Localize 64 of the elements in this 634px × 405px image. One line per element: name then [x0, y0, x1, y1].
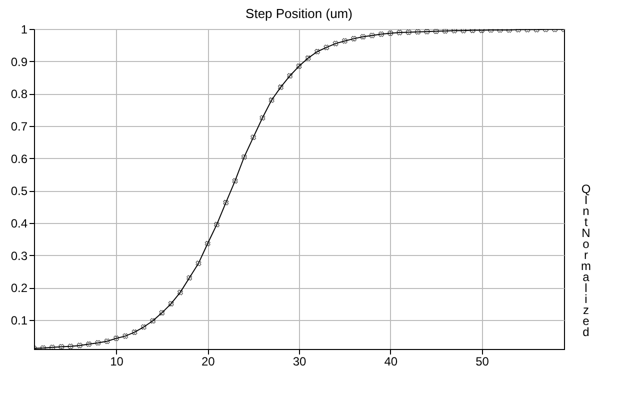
point: [76, 342, 82, 348]
point: [68, 344, 74, 349]
chart-title: Step Position (um): [246, 6, 352, 21]
point: [324, 44, 330, 50]
point: [186, 275, 192, 281]
point: [223, 200, 229, 206]
y-tick-label: 0.4: [10, 216, 28, 230]
point: [58, 344, 64, 349]
x-tick-label: 20: [201, 354, 216, 368]
point: [159, 310, 165, 316]
y-tick-label: 0.1: [10, 313, 28, 328]
point: [305, 55, 311, 61]
y-tick-label: 0.9: [10, 54, 28, 69]
point: [104, 338, 110, 344]
y-tick-label: 0.3: [10, 248, 28, 263]
point: [388, 30, 394, 36]
point: [168, 300, 174, 307]
point: [232, 178, 238, 184]
point: [442, 29, 448, 34]
point: [415, 29, 421, 35]
point: [241, 154, 247, 160]
point: [150, 318, 156, 324]
point: [378, 31, 384, 37]
point: [250, 134, 256, 140]
text: QInt Normalized: [581, 182, 591, 339]
point: [296, 63, 302, 69]
point: [452, 29, 458, 34]
x-tick-label: 40: [384, 354, 398, 368]
point: [314, 48, 320, 54]
point: [369, 32, 375, 38]
y-tick-label: 0.5: [10, 184, 28, 198]
point: [196, 260, 202, 266]
point: [424, 29, 430, 34]
point: [204, 240, 210, 246]
point: [351, 36, 357, 42]
point: [260, 115, 266, 121]
point: [214, 222, 220, 228]
point: [122, 333, 128, 339]
point: [140, 324, 146, 330]
y-tick-label: 1: [20, 22, 28, 36]
x-tick-label: 50: [476, 354, 490, 368]
point: [95, 340, 101, 346]
y-tick-label: 0.8: [10, 87, 28, 102]
point: [86, 341, 92, 347]
point: [396, 30, 402, 36]
point: [342, 38, 348, 44]
x-tick-label: 30: [292, 354, 306, 368]
point: [287, 73, 293, 79]
point: [177, 290, 183, 296]
y-tick-label: 0.7: [10, 119, 28, 134]
y-tick-label: 0.2: [10, 281, 28, 296]
point: [332, 40, 338, 46]
point: [406, 29, 412, 36]
y-tick-label: 0.6: [10, 152, 28, 166]
point: [278, 84, 284, 90]
point: [268, 97, 274, 103]
point: [132, 329, 138, 335]
point: [433, 29, 439, 34]
point: [470, 29, 476, 34]
x-tick-label: 10: [110, 354, 124, 368]
point: [113, 336, 120, 342]
point: [360, 34, 366, 40]
point: [50, 344, 56, 349]
point: [460, 29, 466, 34]
